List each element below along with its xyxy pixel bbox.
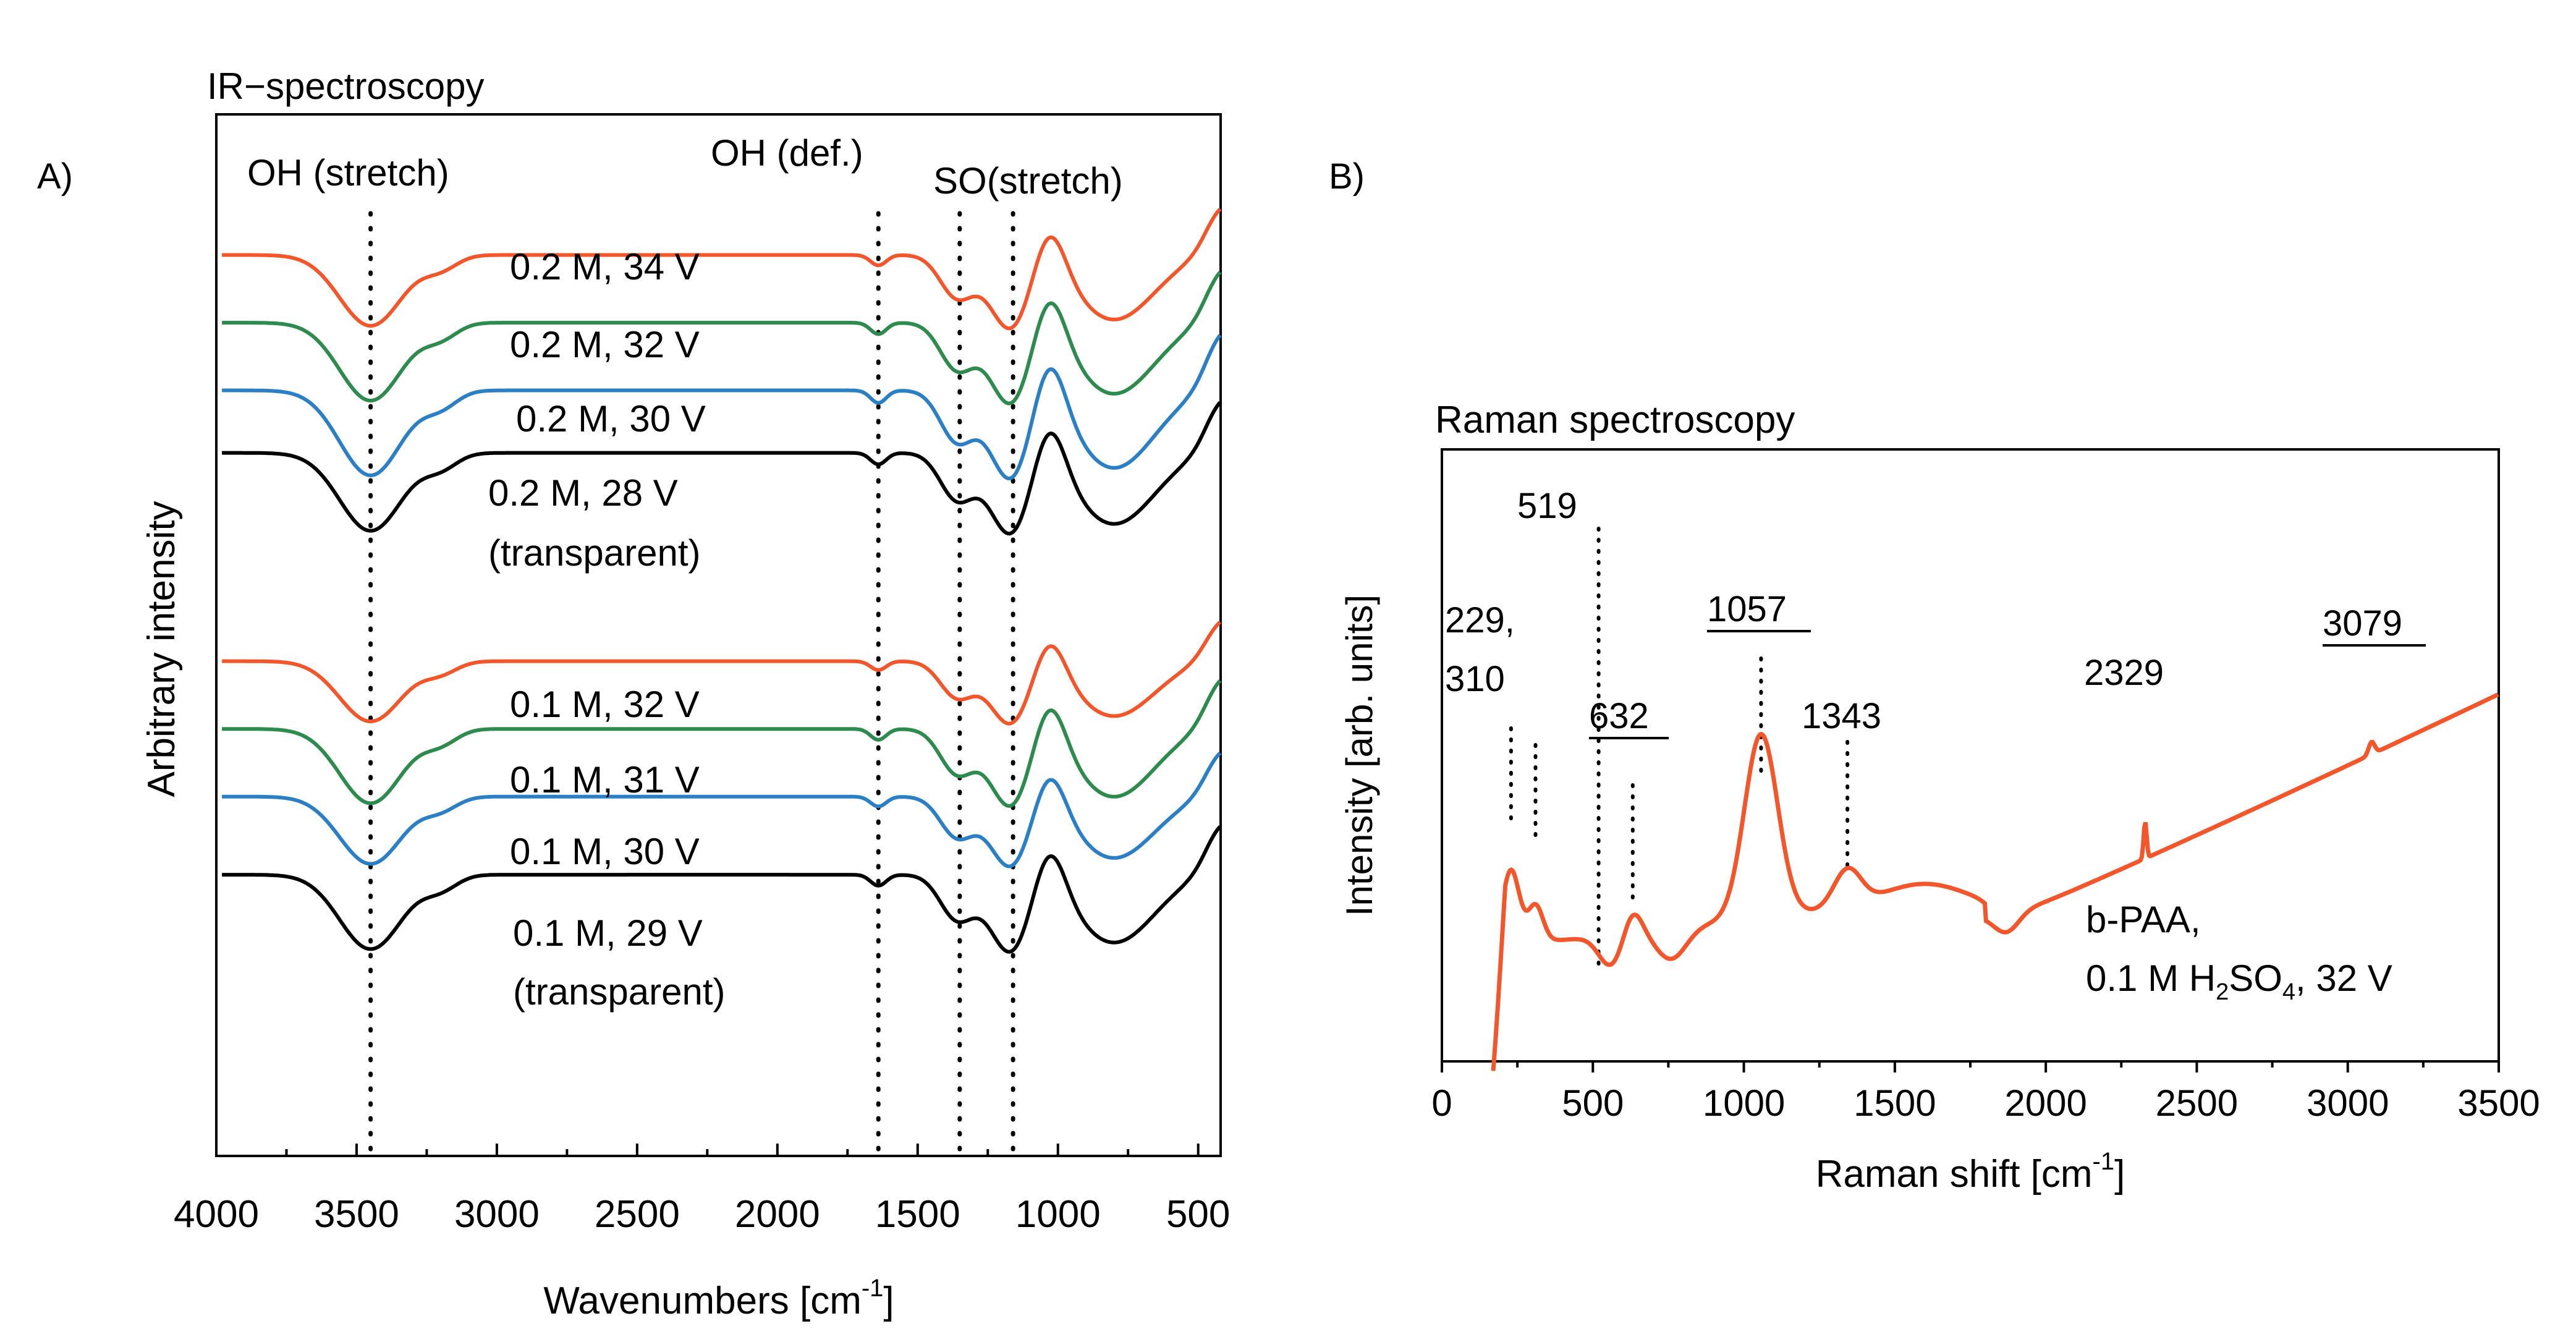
ir-series-line (222, 208, 1222, 331)
ir-series-line (222, 621, 1222, 726)
raman-sample-line2: 0.1 M H2SO4, 32 V (2086, 958, 2392, 1005)
ir-series-line (222, 271, 1222, 406)
ir-panel: A) IR−spectroscopy 4000 3500 3000 2500 2000 1… (37, 66, 1230, 1322)
raman-x-tick-label: 3500 (2457, 1082, 2540, 1124)
raman-x-tick-label: 0 (1431, 1082, 1452, 1124)
raman-peak-markers (1509, 527, 1850, 966)
raman-x-axis-ticks: 0 500 1000 1500 2000 2500 3000 3500 (1431, 1061, 2540, 1124)
ir-series-label: 0.2 M, 32 V (510, 324, 700, 365)
ir-panel-label: A) (37, 156, 73, 197)
raman-x-tick-label: 3000 (2307, 1082, 2389, 1124)
raman-series-line (1491, 692, 2499, 1071)
ir-series-label: 0.1 M, 29 V (513, 912, 703, 954)
raman-peak-label-519: 519 (1517, 486, 1577, 526)
raman-panel: B) Raman spectroscopy 0 500 1000 1500 2000 25… (1329, 156, 2540, 1195)
raman-x-tick-label: 2000 (2004, 1082, 2087, 1124)
ir-x-axis-label: Wavenumbers [cm-1] (543, 1275, 894, 1322)
raman-peak-label-229: 229, (1445, 600, 1515, 640)
raman-x-tick-label: 2500 (2156, 1082, 2238, 1124)
ir-title: IR−spectroscopy (207, 66, 485, 107)
ir-x-axis-ticks: 4000 3500 3000 2500 2000 1500 1000 500 (174, 1144, 1230, 1236)
ir-x-tick-label: 1000 (1015, 1193, 1101, 1236)
ir-series-label: 0.1 M, 32 V (510, 684, 700, 725)
ir-x-tick-label: 3500 (314, 1193, 399, 1236)
raman-peak-label-2329: 2329 (2084, 653, 2164, 693)
ir-series-line (222, 679, 1222, 808)
ir-series-note: (transparent) (513, 971, 725, 1013)
ir-series-group (222, 208, 1222, 954)
raman-peak-label-310: 310 (1445, 659, 1505, 699)
raman-series-group (1491, 692, 2499, 1071)
ir-series-line (222, 825, 1222, 954)
ir-series-label: 0.2 M, 34 V (510, 246, 700, 287)
ir-series-label: 0.2 M, 28 V (488, 472, 678, 514)
raman-peak-label-1057: 1057 (1707, 589, 1787, 629)
ir-series-line (222, 401, 1222, 536)
ir-series-note: (transparent) (488, 532, 700, 574)
ir-x-tick-label: 3000 (454, 1193, 540, 1236)
raman-x-axis-label: Raman shift [cm-1] (1816, 1148, 2125, 1195)
ir-band-label-oh-def: OH (def.) (711, 132, 863, 174)
ir-band-label-so-stretch: SO(stretch) (933, 160, 1123, 202)
ir-series-line (222, 751, 1222, 868)
raman-panel-label: B) (1329, 156, 1365, 197)
ir-x-tick-label: 1500 (875, 1193, 960, 1236)
ir-x-tick-label: 4000 (174, 1193, 259, 1236)
raman-x-tick-label: 500 (1562, 1082, 1624, 1124)
raman-peak-label-632: 632 (1589, 696, 1649, 736)
ir-x-tick-label: 2500 (595, 1193, 680, 1236)
raman-peak-label-3079: 3079 (2323, 603, 2402, 643)
ir-x-tick-label: 500 (1166, 1193, 1230, 1236)
raman-sample-line1: b-PAA, (2086, 899, 2201, 940)
ir-series-line (222, 334, 1222, 481)
raman-x-tick-label: 1000 (1703, 1082, 1785, 1124)
ir-y-axis-label: Arbitrary intensity (140, 501, 183, 797)
raman-y-axis-label: Intensity [arb. units] (1339, 595, 1380, 916)
ir-x-tick-label: 2000 (735, 1193, 820, 1236)
raman-title: Raman spectroscopy (1435, 399, 1795, 441)
ir-series-label: 0.1 M, 30 V (510, 831, 700, 872)
ir-series-label: 0.2 M, 30 V (516, 398, 706, 440)
raman-peak-label-1343: 1343 (1802, 696, 1881, 736)
ir-plot-frame (215, 113, 1222, 1157)
ir-series-label: 0.1 M, 31 V (510, 759, 700, 801)
ir-band-label-oh-stretch: OH (stretch) (247, 152, 449, 193)
raman-x-tick-label: 1500 (1854, 1082, 1936, 1124)
